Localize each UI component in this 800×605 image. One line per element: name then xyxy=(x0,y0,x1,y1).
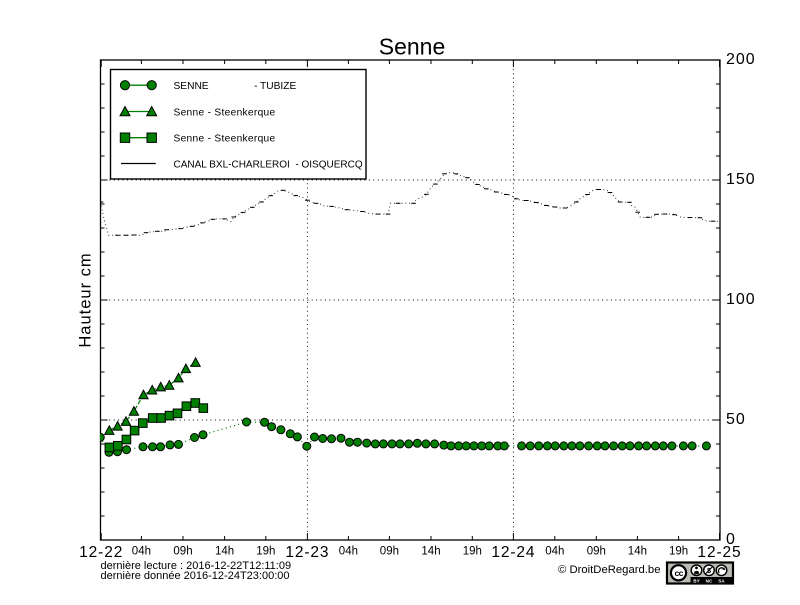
svg-text:09h: 09h xyxy=(587,546,606,558)
svg-text:SENNE: SENNE xyxy=(174,81,209,92)
svg-text:NC: NC xyxy=(706,578,713,583)
svg-text:Hauteur cm: Hauteur cm xyxy=(77,252,95,347)
svg-text:09h: 09h xyxy=(380,546,399,558)
svg-text:12-24: 12-24 xyxy=(491,544,535,561)
svg-text:cc: cc xyxy=(675,568,684,578)
svg-text:19h: 19h xyxy=(256,546,275,558)
svg-text:BY: BY xyxy=(693,578,699,583)
svg-text:12-22: 12-22 xyxy=(79,544,123,561)
svg-text:Senne - Steenkerque: Senne - Steenkerque xyxy=(174,108,276,119)
svg-text:14h: 14h xyxy=(421,546,440,558)
svg-text:dernière donnée 2016-12-24T23: dernière donnée 2016-12-24T23:00:00 xyxy=(101,570,290,582)
svg-text:200: 200 xyxy=(726,51,756,68)
svg-text:14h: 14h xyxy=(628,546,647,558)
svg-text:100: 100 xyxy=(726,291,756,308)
svg-text:© DroitDeRegard.be: © DroitDeRegard.be xyxy=(558,564,661,576)
svg-text:12-23: 12-23 xyxy=(285,544,329,561)
svg-text:19h: 19h xyxy=(463,546,482,558)
svg-text:04h: 04h xyxy=(339,546,358,558)
svg-text:09h: 09h xyxy=(173,546,192,558)
svg-text:SA: SA xyxy=(718,578,725,583)
svg-text:150: 150 xyxy=(726,171,756,188)
svg-text:50: 50 xyxy=(726,411,746,428)
svg-text:0: 0 xyxy=(726,531,736,548)
svg-text:04h: 04h xyxy=(545,546,564,558)
svg-text:14h: 14h xyxy=(215,546,234,558)
svg-text:04h: 04h xyxy=(132,546,151,558)
svg-text:Senne - Steenkerque: Senne - Steenkerque xyxy=(174,134,276,145)
svg-text:12-25: 12-25 xyxy=(697,544,741,561)
svg-text:- TUBIZE: - TUBIZE xyxy=(254,81,296,92)
svg-text:Senne: Senne xyxy=(379,34,446,60)
svg-text:19h: 19h xyxy=(669,546,688,558)
svg-text:dernière lecture : 2016-12-22T: dernière lecture : 2016-12-22T12:11:09 xyxy=(101,560,292,572)
svg-text:CANAL BXL-CHARLEROI - OISQUER: CANAL BXL-CHARLEROI - OISQUERCQ xyxy=(174,160,363,171)
